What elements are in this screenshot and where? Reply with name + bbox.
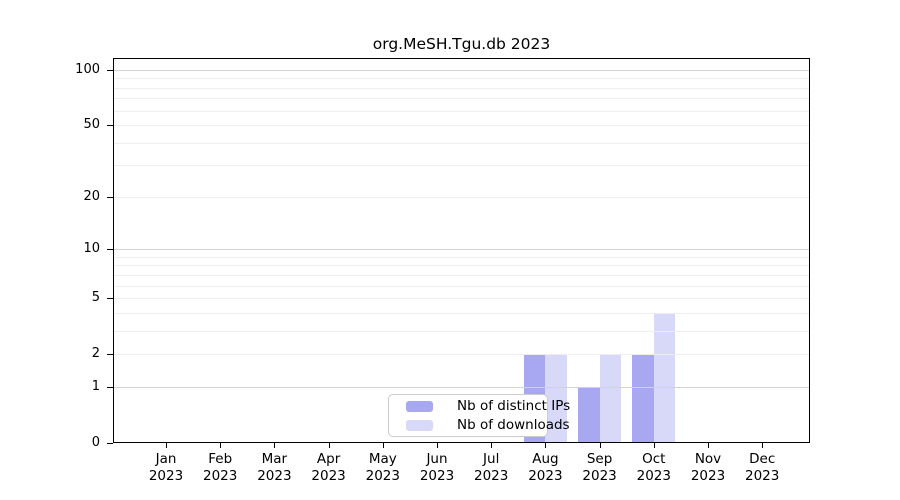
y-axis-label-50: 50 [83, 117, 100, 133]
gridline-major-10 [114, 249, 809, 251]
y-axis-label-10: 10 [83, 241, 100, 257]
gridline-minor-2 [114, 354, 809, 356]
x-axis-label-aug: Aug 2023 [515, 451, 575, 485]
gridline-minor-8 [114, 265, 809, 267]
x-axis-label-oct: Oct 2023 [624, 451, 684, 485]
gridline-major-1 [114, 386, 809, 388]
x-axis-month-text: Aug [532, 451, 559, 467]
x-axis-tick-jul [491, 443, 493, 448]
y-axis-label-20: 20 [83, 188, 100, 204]
y-axis-label-2: 2 [91, 346, 100, 362]
gridline-minor-60 [114, 110, 809, 112]
y-axis-label-5: 5 [91, 290, 100, 306]
x-axis-month-text: Jul [483, 451, 500, 467]
y-axis-tick-1 [107, 386, 113, 388]
x-axis-year-text: 2023 [582, 468, 617, 484]
gridline-minor-70 [114, 98, 809, 100]
x-axis-tick-jun [437, 443, 438, 448]
x-axis-year-text: 2023 [474, 468, 509, 484]
x-axis-month-text: Oct [642, 451, 666, 467]
x-axis-year-text: 2023 [745, 468, 780, 484]
x-axis-label-jun: Jun 2023 [407, 451, 467, 485]
x-axis-month-text: Feb [208, 451, 233, 467]
bar-downloads-oct [653, 312, 676, 442]
x-axis-year-text: 2023 [636, 468, 671, 484]
legend-swatch-distinct-ips [406, 400, 433, 412]
x-axis-year-text: 2023 [148, 468, 184, 484]
x-axis-month-text: Mar [261, 451, 288, 467]
legend-label-distinct-ips: Nb of distinct IPs [457, 398, 571, 414]
gridline-major-100 [114, 70, 809, 71]
gridline-minor-7 [114, 274, 809, 276]
y-axis-tick-10 [107, 249, 113, 251]
x-axis-year-text: 2023 [203, 468, 238, 484]
x-axis-tick-dec [762, 443, 764, 448]
x-axis-tick-oct [653, 443, 655, 448]
legend-item-downloads: Nb of downloads [406, 417, 570, 433]
x-axis-year-text: 2023 [528, 468, 563, 484]
x-axis-month-text: Apr [316, 451, 341, 467]
x-axis-tick-apr [328, 443, 330, 448]
bar-downloads-sep [599, 354, 622, 442]
gridline-minor-4 [114, 312, 809, 314]
bar-distinct-ips-oct [632, 354, 654, 442]
x-axis-tick-nov [708, 443, 709, 448]
gridline-minor-90 [114, 78, 809, 80]
gridline-minor-80 [114, 87, 809, 89]
x-axis-year-text: 2023 [419, 468, 455, 484]
y-axis-label-100: 100 [75, 62, 100, 77]
bar-distinct-ips-sep [578, 386, 600, 442]
x-axis-month-text: Jan [155, 451, 177, 467]
x-axis-label-nov: Nov 2023 [678, 451, 738, 485]
gridline-minor-3 [114, 330, 809, 332]
gridline-minor-6 [114, 285, 809, 287]
x-axis-label-sep: Sep 2023 [570, 451, 630, 485]
x-axis-tick-mar [274, 443, 276, 448]
x-axis-tick-aug [545, 443, 547, 448]
x-axis-tick-sep [599, 443, 601, 448]
x-axis-label-jul: Jul 2023 [461, 451, 521, 485]
y-axis-label-1: 1 [91, 378, 100, 394]
y-axis-tick-2 [107, 354, 113, 356]
gridline-minor-30 [114, 165, 809, 167]
y-axis-tick-0 [107, 443, 113, 444]
x-axis-label-jan: Jan 2023 [136, 451, 196, 485]
gridline-minor-5 [114, 298, 809, 300]
x-axis-label-feb: Feb 2023 [190, 451, 250, 485]
gridline-minor-20 [114, 196, 809, 198]
y-axis-tick-20 [107, 196, 113, 198]
y-axis-tick-5 [107, 298, 113, 300]
plot-area [113, 58, 810, 443]
x-axis-tick-feb [220, 443, 222, 448]
x-axis-year-text: 2023 [311, 468, 346, 484]
legend-item-distinct-ips: Nb of distinct IPs [406, 398, 570, 414]
x-axis-month-text: Sep [586, 451, 613, 467]
y-axis-label-0: 0 [91, 435, 100, 450]
chart-title: org.MeSH.Tgu.db 2023 [372, 35, 551, 53]
x-axis-tick-jan [166, 443, 167, 448]
x-axis-tick-may [382, 443, 384, 448]
x-axis-label-dec: Dec 2023 [732, 451, 792, 485]
x-axis-month-text: Jun [426, 451, 448, 467]
legend-swatch-downloads [406, 419, 433, 431]
legend-label-downloads: Nb of downloads [457, 417, 570, 433]
bar-downloads-aug [545, 354, 567, 442]
x-axis-month-text: May [368, 451, 397, 467]
gridline-minor-9 [114, 256, 809, 258]
x-axis-year-text: 2023 [365, 468, 400, 484]
x-axis-label-apr: Apr 2023 [299, 451, 359, 485]
x-axis-label-may: May 2023 [353, 451, 413, 485]
x-axis-year-text: 2023 [690, 468, 726, 484]
x-axis-month-text: Dec [749, 451, 776, 467]
x-axis-year-text: 2023 [257, 468, 292, 484]
x-axis-label-mar: Mar 2023 [244, 451, 304, 485]
gridline-minor-50 [114, 125, 809, 127]
gridline-minor-40 [114, 142, 809, 144]
legend: Nb of distinct IPs Nb of downloads [388, 394, 570, 437]
y-axis-tick-50 [107, 125, 113, 127]
y-axis-tick-100 [107, 70, 113, 71]
x-axis-month-text: Nov [694, 451, 722, 467]
